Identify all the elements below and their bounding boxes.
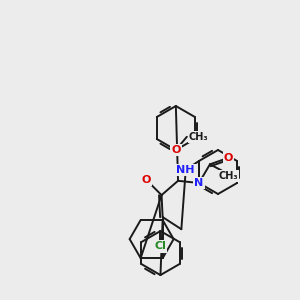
Text: CH₃: CH₃	[189, 132, 208, 142]
Text: Cl: Cl	[154, 242, 166, 251]
Text: O: O	[224, 153, 233, 163]
Text: CH₃: CH₃	[219, 171, 238, 181]
Text: NH: NH	[176, 165, 195, 175]
Text: O: O	[142, 175, 151, 185]
Text: O: O	[171, 145, 181, 155]
Text: N: N	[194, 178, 204, 188]
